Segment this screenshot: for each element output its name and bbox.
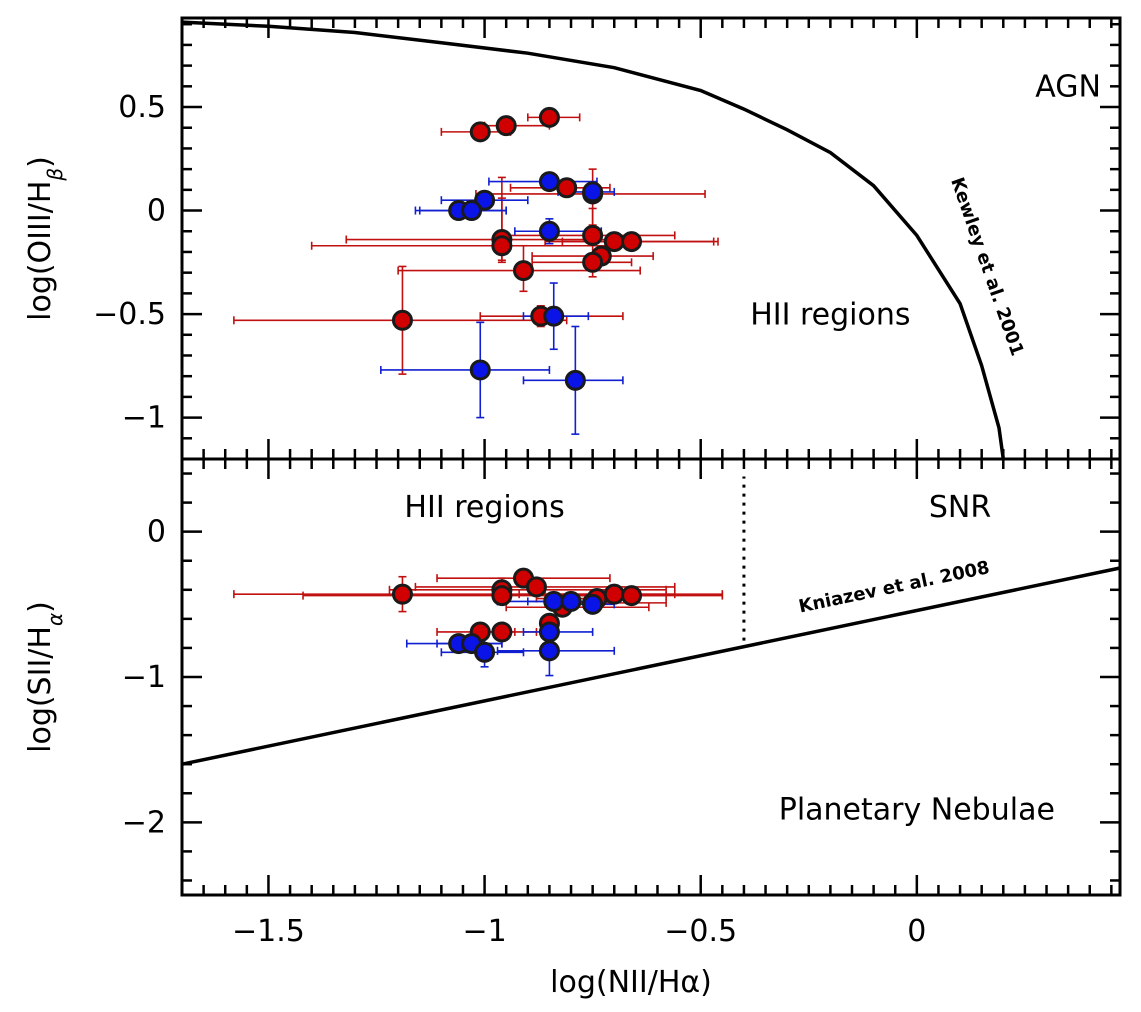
y-axis-title-main: log(OIII/H	[23, 181, 58, 321]
y-tick-label: −1	[122, 660, 166, 695]
blue-data-point	[538, 621, 560, 643]
red-data-point	[391, 309, 413, 331]
red-data-point	[582, 251, 604, 273]
panel-top	[180, 16, 1122, 461]
red-data-point	[556, 177, 578, 199]
red-data-point	[582, 224, 604, 246]
y-axis-title-close: )	[23, 601, 58, 613]
region-label: HII regions	[750, 297, 910, 332]
reference-curve	[181, 20, 1006, 460]
y-axis-title-close: )	[23, 156, 58, 168]
y-tick-label: 0	[147, 515, 166, 550]
y-tick-label: −0.5	[93, 297, 166, 332]
y-tick-label: −1	[122, 401, 166, 436]
blue-data-point	[543, 590, 565, 612]
reference-curve-label: Kewley et al. 2001	[946, 175, 1027, 359]
panel-bottom	[180, 457, 1122, 897]
blue-data-point	[560, 590, 582, 612]
red-data-point	[512, 260, 534, 282]
red-data-point	[391, 583, 413, 605]
red-data-point	[491, 235, 513, 257]
reference-curve	[181, 566, 1121, 766]
blue-data-point	[538, 171, 560, 193]
region-label: HII regions	[404, 490, 564, 525]
red-data-point	[603, 583, 625, 605]
blue-data-point	[538, 220, 560, 242]
red-data-point	[491, 621, 513, 643]
markers	[391, 106, 643, 391]
error-bars	[233, 113, 719, 435]
region-label: Planetary Nebulae	[779, 792, 1055, 827]
y-axis-title: log(SII/Hα)	[23, 601, 67, 753]
y-tick-label: 0	[147, 194, 166, 229]
y-tick-label: −2	[122, 805, 166, 840]
region-label: SNR	[929, 490, 991, 525]
reference-curve-label: Kniazev et al. 2008	[797, 557, 992, 617]
y-axis-title: log(OIII/Hβ)	[23, 156, 67, 321]
markers	[391, 567, 643, 663]
blue-data-point	[538, 640, 560, 662]
red-data-point	[538, 106, 560, 128]
red-data-point	[469, 121, 491, 143]
y-axis-title-subscript: β	[43, 168, 67, 182]
blue-data-point	[461, 200, 483, 222]
region-label: AGN	[1035, 70, 1101, 105]
label-layer: 0.5 0 −0.5 −1 log(OIII/Hβ) Kewley et al. 2001…	[23, 70, 1101, 1000]
blue-data-point	[582, 593, 604, 615]
x-tick-label: −1	[462, 914, 506, 949]
y-tick-label: 0.5	[118, 90, 166, 125]
y-axis-title-main: log(SII/H	[23, 626, 58, 753]
x-tick-label: 0	[907, 914, 926, 949]
x-axis-title: log(NII/Hα)	[550, 965, 712, 1000]
red-data-point	[525, 576, 547, 598]
x-tick-label: −1.5	[232, 914, 305, 949]
red-data-point	[621, 231, 643, 253]
red-data-point	[495, 115, 517, 137]
blue-data-point	[564, 369, 586, 391]
blue-data-point	[469, 359, 491, 381]
red-data-point	[491, 585, 513, 607]
x-tick-label: −0.5	[664, 914, 737, 949]
blue-data-point	[543, 305, 565, 327]
red-data-point	[621, 585, 643, 607]
plot-layer	[180, 16, 1122, 897]
blue-data-point	[582, 181, 604, 203]
y-axis-title-subscript: α	[43, 613, 67, 626]
red-data-point	[603, 231, 625, 253]
blue-data-point	[474, 641, 496, 663]
